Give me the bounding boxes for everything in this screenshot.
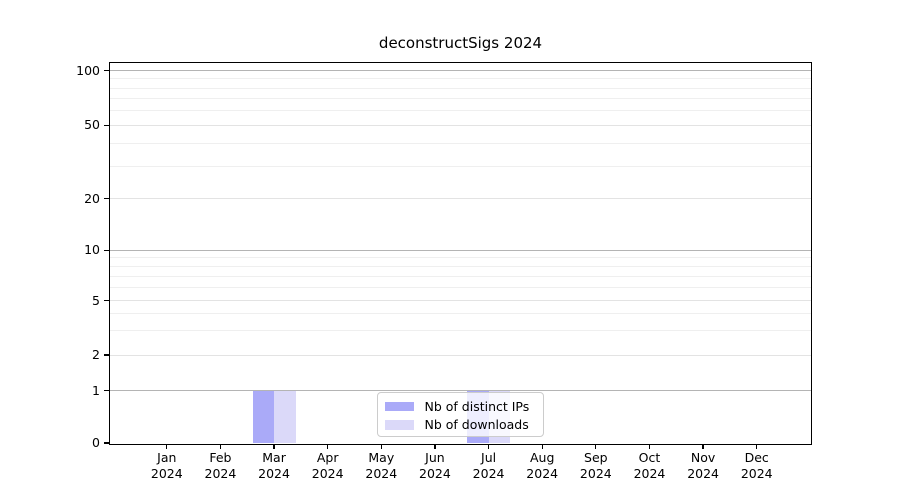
x-tick-label-line: Jan [157,450,177,465]
x-tick-label-line: Jul [481,450,497,465]
x-tick-label: Dec 2024 [725,450,789,481]
x-tick-label-line: 2024 [687,465,719,481]
x-tick-mark [434,444,436,449]
x-tick-label: Jan 2024 [135,450,199,481]
x-tick-mark [756,444,758,449]
x-tick-label-line: Sep [584,450,608,465]
y-tick-label: 50 [84,117,100,133]
legend: Nb of distinct IPs Nb of downloads [377,391,544,437]
x-tick-label: Nov 2024 [671,450,735,481]
y-gridline [110,198,811,200]
y-tick-mark [103,70,110,72]
y-gridline-major [110,249,811,251]
legend-swatch-downloads [385,420,414,430]
y-gridline [110,124,811,126]
x-tick-label-line: 2024 [311,465,344,481]
x-tick-label-line: Dec [744,450,769,465]
x-tick-label-line: Oct [638,450,661,465]
y-tick-mark [103,124,110,126]
x-tick-label-line: 2024 [204,465,237,481]
x-tick-label-line: May [368,450,395,465]
x-tick-mark [702,444,704,449]
y-gridline [110,300,811,302]
legend-label-downloads: Nb of downloads [424,417,529,433]
x-tick-label-line: 2024 [150,465,183,481]
x-tick-label-line: Nov [690,450,716,465]
y-gridline [110,354,811,356]
x-tick-mark [166,444,168,449]
x-tick-label-line: Feb [209,450,232,465]
legend-swatch-distinct-ips [385,401,414,411]
y-gridline-minor [110,313,811,315]
x-tick-mark [541,444,543,449]
y-tick-mark [103,249,110,251]
x-tick-label: May 2024 [349,450,413,481]
x-tick-label-line: 2024 [579,465,612,481]
plot-border [109,62,812,445]
y-tick-label: 10 [84,242,100,258]
x-tick-mark [219,444,222,449]
x-tick-label-line: 2024 [526,465,559,481]
y-gridline-major [110,390,811,391]
y-gridline-minor [110,266,811,268]
x-tick-label-line: 2024 [472,465,505,481]
x-tick-label-line: Mar [262,450,286,465]
x-tick-label: Aug 2024 [510,450,574,481]
y-gridline-minor [110,165,811,167]
x-tick-mark [648,444,651,449]
y-tick-label: 0 [92,435,100,450]
chart-title: deconstructSigs 2024 [378,34,543,52]
x-tick-label: Jun 2024 [403,450,467,481]
y-gridline-minor [110,330,811,332]
y-tick-label: 2 [92,347,100,362]
x-tick-label-line: Jun [425,450,445,465]
y-tick-label: 100 [76,62,100,78]
y-gridline-minor [110,142,811,144]
x-tick-label-line: 2024 [419,465,451,481]
y-tick-label: 20 [84,190,100,206]
x-tick-label: Mar 2024 [242,450,306,481]
legend-entry-downloads: Nb of downloads [385,416,535,435]
y-tick-mark [103,354,110,356]
x-tick-label: Oct 2024 [617,450,681,481]
y-gridline-minor [110,110,811,112]
x-tick-mark [273,444,275,449]
x-tick-label-line: 2024 [740,465,773,481]
y-gridline-major [110,70,811,72]
y-gridline-minor [110,87,811,89]
bar-distinct-ips [252,390,275,443]
x-tick-label-line: Aug [529,450,555,465]
y-gridline-minor [110,98,811,100]
y-gridline-minor [110,257,811,259]
x-tick-label-line: 2024 [365,465,398,481]
x-tick-label-line: Apr [316,450,339,465]
x-tick-label: Feb 2024 [188,450,252,481]
x-tick-mark [380,444,382,449]
legend-label-distinct-ips: Nb of distinct IPs [424,398,530,414]
bar-downloads [274,390,296,443]
y-tick-mark [103,300,110,302]
x-tick-label: Apr 2024 [296,450,360,481]
x-tick-mark [595,444,597,449]
y-tick-label: 5 [92,292,100,308]
x-tick-label: Jul 2024 [457,450,521,481]
x-tick-label: Sep 2024 [564,450,628,481]
y-tick-mark [103,389,110,392]
y-gridline-minor [110,78,811,80]
x-tick-mark [327,444,329,449]
x-tick-mark [487,444,490,449]
y-tick-label: 1 [92,382,100,398]
y-gridline-minor [110,286,811,288]
x-tick-label-line: 2024 [258,465,290,481]
y-tick-mark [103,198,110,200]
y-gridline-minor [110,275,811,277]
legend-entry-distinct-ips: Nb of distinct IPs [385,397,535,416]
y-tick-mark [103,442,110,444]
x-tick-label-line: 2024 [633,465,666,481]
